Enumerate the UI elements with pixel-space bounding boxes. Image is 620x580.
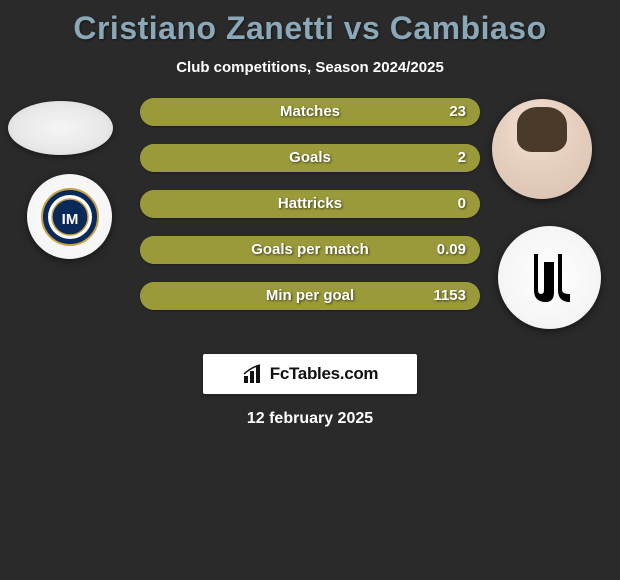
footer-brand: FcTables.com [203, 354, 417, 394]
stat-row: Min per goal1153 [140, 282, 480, 310]
stat-row: Goals per match0.09 [140, 236, 480, 264]
stat-rows: Matches23 Goals2 Hattricks0 Goals per match… [140, 98, 480, 328]
stat-row: Goals2 [140, 144, 480, 172]
stat-label: Matches [140, 103, 480, 120]
stat-value-right: 2 [458, 149, 466, 166]
svg-text:IM: IM [61, 211, 78, 228]
comparison-card: Cristiano Zanetti vs Cambiaso Club compe… [0, 0, 620, 331]
date-text: 12 february 2025 [0, 410, 620, 428]
stat-label: Goals [140, 149, 480, 166]
main-area: IM Matches23 Goals2 Hattricks0 Goals per ma… [0, 101, 620, 331]
subtitle: Club competitions, Season 2024/2025 [0, 59, 620, 76]
footer-brand-text: FcTables.com [270, 364, 379, 384]
inter-icon: IM [40, 187, 100, 247]
player-right-avatar [492, 99, 592, 199]
juventus-icon [514, 242, 586, 314]
stat-label: Hattricks [140, 195, 480, 212]
bar-chart-icon [242, 363, 264, 385]
club-left-badge: IM [27, 174, 112, 259]
stat-value-right: 0.09 [437, 241, 466, 258]
stat-row: Matches23 [140, 98, 480, 126]
stat-value-right: 23 [449, 103, 466, 120]
player-left-avatar [8, 101, 113, 155]
club-right-badge [498, 226, 601, 329]
page-title: Cristiano Zanetti vs Cambiaso [0, 10, 620, 47]
stat-label: Goals per match [140, 241, 480, 258]
stat-row: Hattricks0 [140, 190, 480, 218]
stat-label: Min per goal [140, 287, 480, 304]
stat-value-right: 0 [458, 195, 466, 212]
stat-value-right: 1153 [433, 287, 466, 304]
